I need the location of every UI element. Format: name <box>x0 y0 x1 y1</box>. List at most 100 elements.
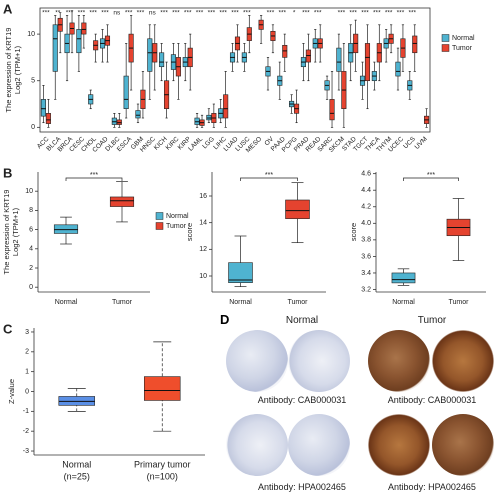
box <box>223 94 229 119</box>
x-tick-note: (n=100) <box>147 471 178 481</box>
y-tick-label: 10 <box>25 188 33 195</box>
significance: *** <box>172 10 180 17</box>
significance: *** <box>373 10 381 17</box>
y-tick-label: 10 <box>199 273 207 280</box>
y-axis-label: score <box>349 223 358 241</box>
box <box>123 75 129 109</box>
group-title: Tumor <box>417 315 447 326</box>
panel-label: B <box>3 165 12 180</box>
significance: *** <box>385 10 393 17</box>
significance: ** <box>55 10 61 17</box>
y-tick-label: 8 <box>29 207 33 214</box>
box <box>412 35 418 54</box>
y-axis-label: The expression of KRT19 <box>2 190 11 275</box>
x-tick-note: (n=25) <box>64 471 90 481</box>
box <box>40 99 46 117</box>
box <box>228 262 253 283</box>
significance: *** <box>338 10 346 17</box>
x-tick-label: Normal <box>55 299 78 306</box>
tissue-image <box>226 414 288 476</box>
box <box>364 43 371 82</box>
y-tick-label: 3.4 <box>361 270 371 277</box>
significance: *** <box>78 10 86 17</box>
panel-label: D <box>220 312 230 327</box>
y-axis-label: The expression of KRT19 <box>4 28 13 113</box>
box <box>45 113 51 124</box>
y-tick-label: 2 <box>25 349 29 356</box>
legend-label: Tumor <box>452 45 473 52</box>
significance: ns <box>149 10 157 17</box>
box <box>52 24 58 72</box>
box <box>76 29 82 54</box>
significance: *** <box>137 10 145 17</box>
legend-swatch <box>155 212 164 220</box>
significance: *** <box>125 10 133 17</box>
y-tick-label: 2 <box>29 265 33 272</box>
legend-swatch <box>441 34 450 42</box>
x-tick-label: Normal <box>392 299 415 306</box>
box <box>329 99 335 121</box>
x-tick-label: Tumor <box>449 299 470 306</box>
significance: *** <box>361 10 369 17</box>
tissue-image <box>368 330 430 392</box>
y-tick-label: 4.2 <box>361 204 371 211</box>
box <box>143 376 181 401</box>
box <box>159 52 165 68</box>
box <box>285 199 310 219</box>
box <box>135 110 141 119</box>
legend-swatch <box>155 222 164 230</box>
y-tick-label: 14 <box>199 220 207 227</box>
tissue-image <box>288 414 350 476</box>
legend-label: Normal <box>452 35 475 42</box>
tissue-image <box>226 330 288 392</box>
y-tick-label: 4.4 <box>361 187 371 194</box>
tissue-image <box>432 414 494 476</box>
y-tick-label: 3.2 <box>361 286 371 293</box>
significance-bracket <box>65 177 123 181</box>
legend-label: Normal <box>166 213 189 220</box>
significance: *** <box>408 10 416 17</box>
y-tick-label: 1 <box>25 369 29 376</box>
significance: *** <box>314 10 322 17</box>
panel-label: A <box>3 1 13 16</box>
tissue-image <box>368 414 430 476</box>
significance: *** <box>278 10 286 17</box>
significance: *** <box>243 10 251 17</box>
x-tick-label: Tumor <box>288 299 309 306</box>
significance: *** <box>302 10 310 17</box>
y-tick-label: 16 <box>199 193 207 200</box>
tissue-image <box>288 330 350 392</box>
antibody-label: Antibody: CAB000031 <box>257 395 347 405</box>
significance: *** <box>196 10 204 17</box>
y-tick-label: 3.8 <box>361 237 371 244</box>
x-tick-label: Normal <box>229 299 252 306</box>
significance: *** <box>160 10 168 17</box>
y-axis-label: score <box>185 223 194 241</box>
significance: *** <box>219 10 227 17</box>
panel-label: C <box>3 321 13 336</box>
y-tick-label: 5 <box>31 78 35 85</box>
y-tick-label: 4.6 <box>361 170 371 177</box>
box <box>81 22 87 35</box>
y-axis-label: Log2 (TPM+1) <box>13 45 22 94</box>
significance-bracket <box>403 177 459 181</box>
significance: *** <box>267 10 275 17</box>
x-tick-label: Normal <box>62 459 91 469</box>
antibody-label: Antibody: HPA002465 <box>388 482 476 492</box>
y-tick-label: -3 <box>23 448 29 455</box>
y-tick-label: -1 <box>23 408 29 415</box>
box <box>336 47 342 72</box>
y-axis-label: Z-value <box>7 379 16 404</box>
antibody-label: Antibody: HPA002465 <box>258 482 346 492</box>
significance: *** <box>42 10 50 17</box>
y-tick-label: 0 <box>31 124 35 131</box>
significance: *** <box>231 10 239 17</box>
x-tick-label: Tumor <box>112 299 133 306</box>
significance: *** <box>66 10 74 17</box>
y-tick-label: 3 <box>25 329 29 336</box>
y-tick-label: 4 <box>29 246 33 253</box>
x-tick-label: UVM <box>414 136 429 151</box>
y-tick-label: 4.0 <box>361 220 371 227</box>
significance: *** <box>101 10 109 17</box>
significance: *** <box>184 10 192 17</box>
